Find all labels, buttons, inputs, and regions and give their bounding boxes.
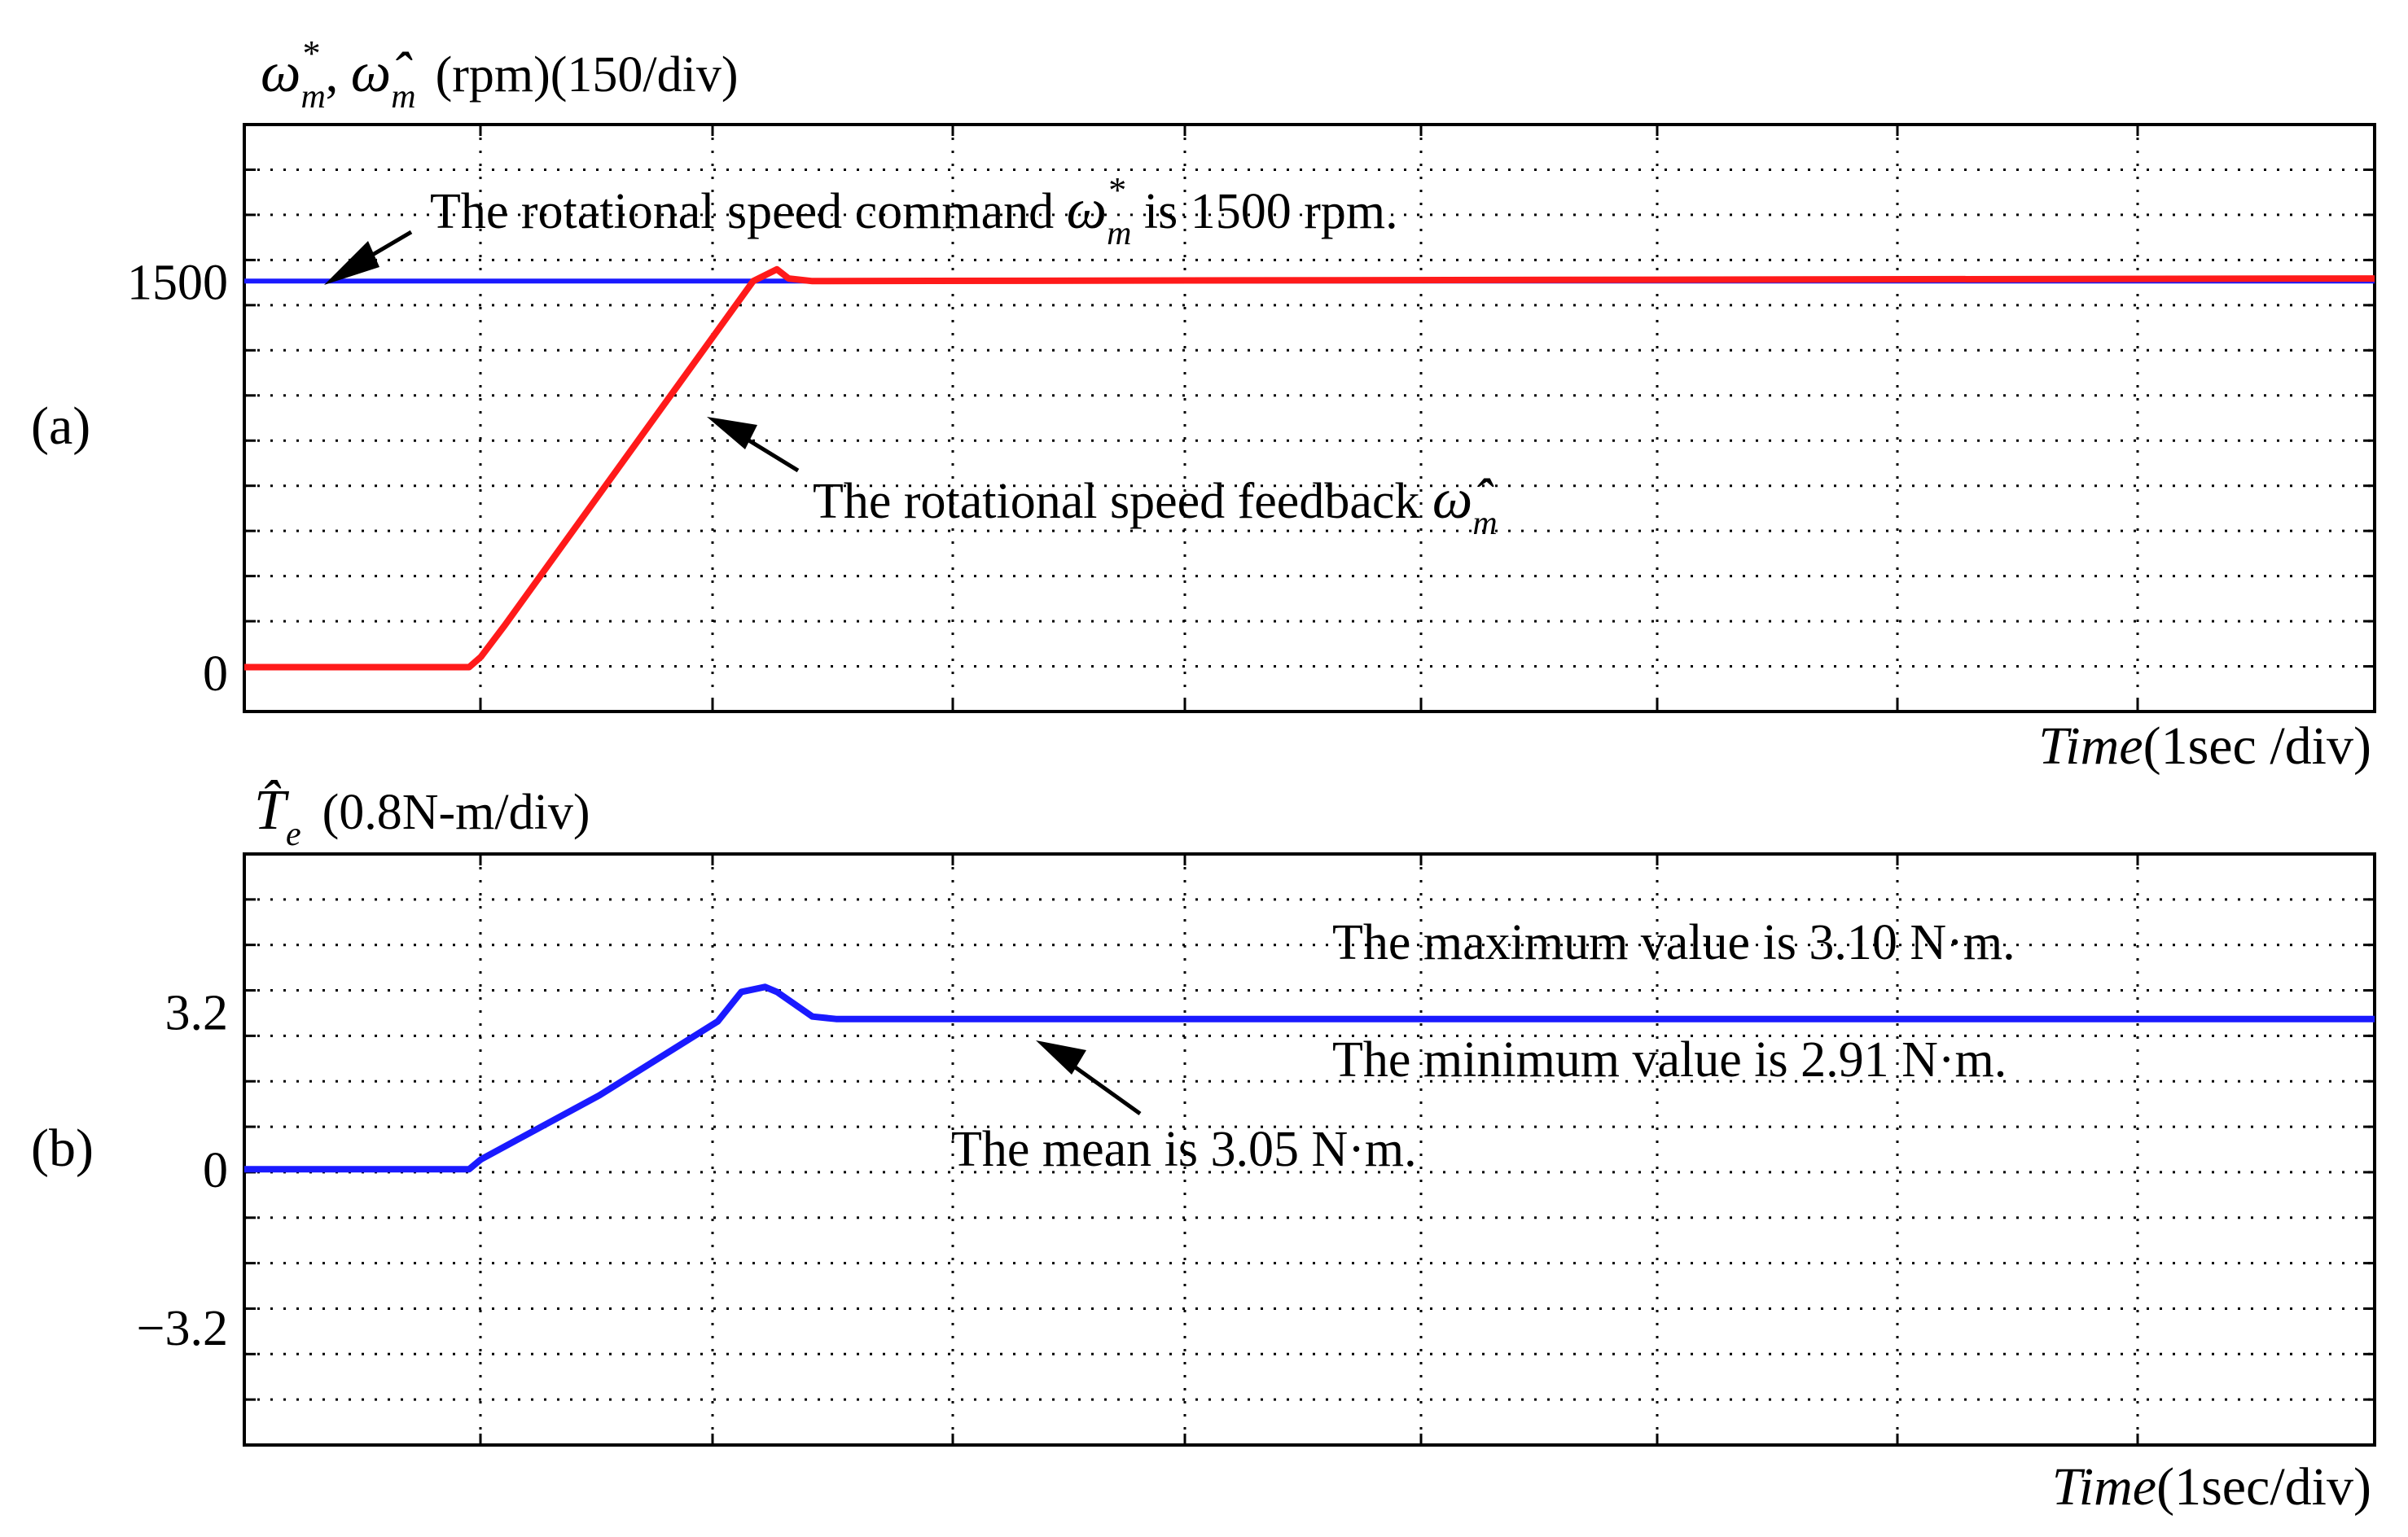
panel-b-ylabel: T̂e (0.8N-m/div) [254,779,590,853]
panel-a-frame [243,123,2376,713]
y-tick-label-0: 1500 [127,255,228,310]
y-tick-label-1: 0 [203,646,228,702]
mean-arrow [1036,1040,1142,1116]
panel-b-xlabel: Time(1sec/div) [2052,1457,2371,1517]
panel-a-ylabel: ω* m, ω̂m (rpm)(150/div) [261,33,738,116]
y-tick-label-1: 0 [203,1143,228,1198]
feedback-annotation: The rotational speed feedback ω̂m [813,468,1498,542]
panel-a: ω* m, ω̂m (rpm)(150/div) (a) 1500 0 The rot… [31,33,2376,776]
panel-a-label: (a) [31,396,90,456]
panel-b-y-ticks: 3.2 0 −3.2 [137,986,228,1356]
series-feedback-line [244,265,2375,671]
series-torque-line [244,983,2375,1173]
command-annotation: The rotational speed command ω* m is 1500… [430,170,1398,252]
panel-b-label: (b) [31,1119,94,1178]
mean-annotation: The mean is 3.05 N·m. [951,1122,1417,1177]
min-annotation: The minimum value is 2.91 N·m. [1332,1032,2007,1088]
feedback-arrow [707,417,800,473]
y-tick-label-0: 3.2 [165,986,229,1041]
panel-b-frame [243,852,2376,1447]
max-annotation: The maximum value is 3.10 N·m. [1332,915,2015,970]
panel-a-xlabel: Time(1sec /div) [2038,716,2371,776]
panel-b-series [244,983,2375,1173]
command-arrow [324,230,413,285]
panel-b: T̂e (0.8N-m/div) (b) 3.2 0 −3.2 The maximum… [31,779,2376,1517]
panel-a-y-ticks: 1500 0 [127,255,228,702]
panel-b-grid [244,854,2375,1445]
y-tick-label-2: −3.2 [137,1301,228,1356]
panel-a-series [244,265,2375,671]
